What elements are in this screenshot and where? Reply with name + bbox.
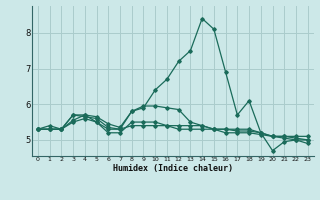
- X-axis label: Humidex (Indice chaleur): Humidex (Indice chaleur): [113, 164, 233, 173]
